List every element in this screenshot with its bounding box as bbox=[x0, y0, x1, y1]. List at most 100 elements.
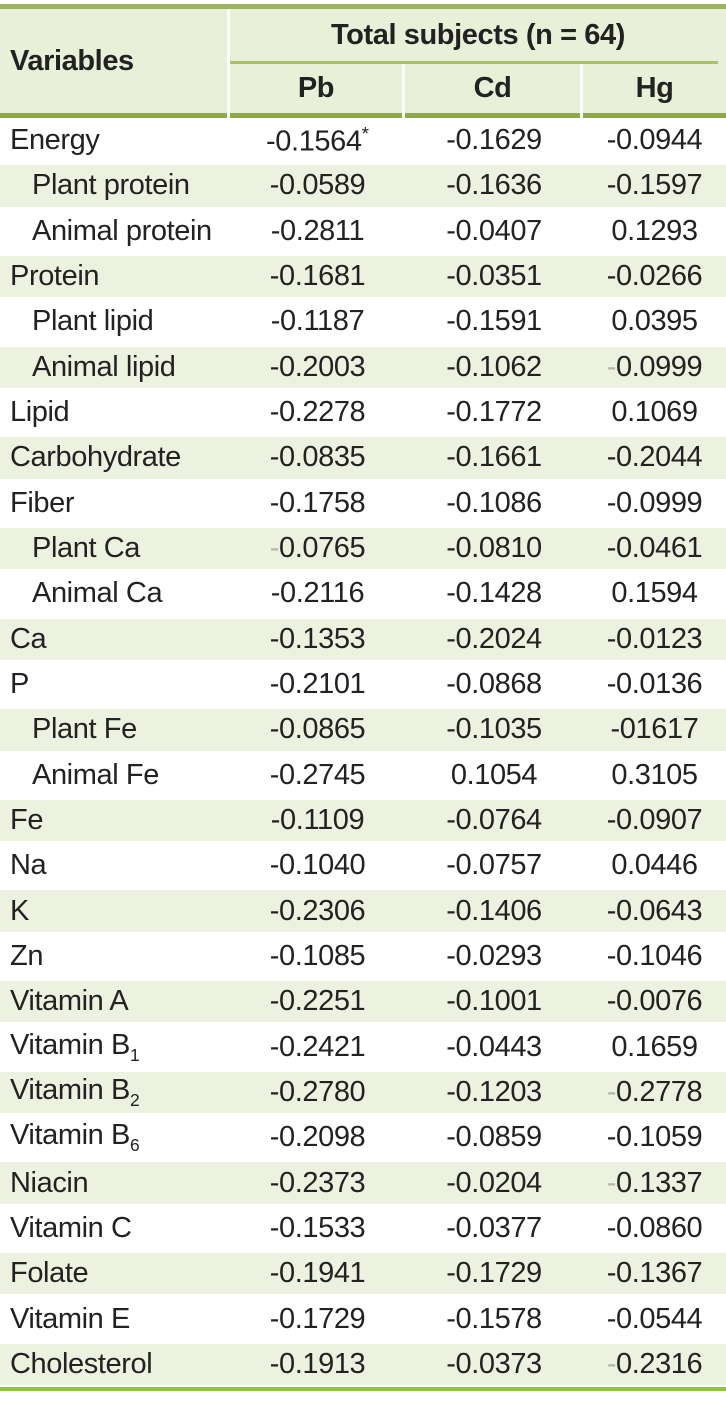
value-cell-cd: -0.1661 bbox=[446, 441, 542, 474]
value-cell-pb: -0.0865 bbox=[269, 713, 366, 746]
value-cell-cd: -0.0810 bbox=[446, 532, 542, 565]
value-cell-cd: -0.1035 bbox=[446, 713, 542, 746]
table-row: Vitamin B6 -0.2098 -0.0859 -0.1059 bbox=[0, 1115, 726, 1161]
table-row: Ca -0.1353 -0.2024 -0.0123 bbox=[0, 616, 726, 662]
group-header-block: Total subjects (n = 64) Pb Cd Hg bbox=[230, 9, 726, 113]
row-label: Zn bbox=[10, 939, 44, 972]
group-header-cell: Total subjects (n = 64) bbox=[230, 9, 726, 61]
row-label: Vitamin A bbox=[10, 985, 129, 1018]
value-cell-pb: -0.2811 bbox=[270, 214, 365, 247]
table-row: Animal protein -0.2811 -0.0407 0.1293 bbox=[0, 208, 726, 254]
value-cell-hg: -0.0999 bbox=[606, 350, 703, 383]
row-label: Protein bbox=[10, 260, 100, 293]
row-label: Plant lipid bbox=[32, 305, 154, 338]
table-row: Zn -0.1085 -0.0293 -0.1046 bbox=[0, 933, 726, 980]
row-label: Vitamin C bbox=[10, 1211, 132, 1244]
table-row: Animal lipid -0.2003 -0.1062 -0.0999 bbox=[0, 344, 726, 390]
value-cell-pb: -0.1353 bbox=[269, 622, 366, 655]
value-cell-cd: -0.1406 bbox=[446, 894, 542, 927]
table-top-rule bbox=[0, 4, 726, 9]
row-label: Plant protein bbox=[32, 169, 190, 202]
value-cell-pb: -0.2003 bbox=[269, 350, 366, 383]
value-cell-cd: -0.0443 bbox=[446, 1030, 542, 1063]
table-row: Vitamin E -0.1729 -0.1578 -0.0544 bbox=[0, 1296, 726, 1342]
value-cell-cd: -0.0204 bbox=[446, 1166, 542, 1199]
table-row: P -0.2101 -0.0868 -0.0136 bbox=[0, 661, 726, 708]
value-cell-hg: -0.0999 bbox=[606, 486, 703, 519]
value-cell-hg: -0.0643 bbox=[606, 894, 703, 927]
faint-minus-sign: - bbox=[269, 532, 280, 565]
value-cell-pb: -0.1729 bbox=[269, 1302, 366, 1335]
variables-header-label: Variables bbox=[10, 44, 134, 77]
table-header: Variables Total subjects (n = 64) Pb Cd … bbox=[0, 9, 726, 113]
row-label: Plant Ca bbox=[32, 532, 141, 565]
value-cell-cd: 0.1054 bbox=[450, 758, 538, 791]
table-row: Plant Ca -0.0765 -0.0810 -0.0461 bbox=[0, 525, 726, 572]
value-cell-hg: -0.1597 bbox=[606, 169, 703, 202]
table-row: Carbohydrate -0.0835 -0.1661 -0.2044 bbox=[0, 435, 726, 481]
value-cell-pb: -0.1758 bbox=[269, 486, 366, 519]
value-cell-hg: -0.0907 bbox=[606, 803, 703, 836]
value-cell-pb: -0.0765 bbox=[269, 532, 366, 565]
row-label: Ca bbox=[10, 622, 47, 655]
value-cell-pb: -0.1533 bbox=[269, 1211, 366, 1244]
row-label: Vitamin B6 bbox=[10, 1119, 140, 1156]
row-label: Plant Fe bbox=[32, 713, 137, 746]
row-label: Na bbox=[10, 849, 47, 882]
value-cell-hg: -0.0123 bbox=[606, 622, 703, 655]
value-cell-pb: -0.2373 bbox=[269, 1166, 366, 1199]
value-cell-pb: -0.1941 bbox=[269, 1257, 366, 1290]
column-header-pb: Pb bbox=[230, 64, 402, 113]
metal-columns-row: Pb Cd Hg bbox=[230, 64, 726, 113]
value-cell-hg: -01617 bbox=[610, 713, 699, 746]
value-cell-cd: -0.1578 bbox=[446, 1302, 542, 1335]
value-cell-hg: -0.1059 bbox=[606, 1121, 703, 1154]
value-cell-cd: -0.1428 bbox=[446, 577, 542, 610]
table-row: Energy -0.1564* -0.1629 -0.0944 bbox=[0, 118, 726, 164]
value-cell-cd: -0.1203 bbox=[446, 1075, 542, 1108]
group-header-underline bbox=[230, 61, 718, 64]
row-label: Folate bbox=[10, 1257, 89, 1290]
value-cell-cd: -0.1001 bbox=[446, 985, 542, 1018]
value-cell-hg: -0.1046 bbox=[606, 939, 703, 972]
row-label: K bbox=[10, 894, 29, 927]
row-label: Animal Fe bbox=[32, 758, 159, 791]
row-label: Fiber bbox=[10, 486, 75, 519]
value-cell-pb: -0.2745 bbox=[269, 758, 366, 791]
value-cell-cd: -0.0373 bbox=[446, 1347, 542, 1380]
variables-header-cell: Variables bbox=[0, 9, 227, 113]
row-label: Vitamin E bbox=[10, 1302, 130, 1335]
table-row: K -0.2306 -0.1406 -0.0643 bbox=[0, 888, 726, 934]
column-header-cd: Cd bbox=[405, 64, 580, 113]
value-cell-hg: -0.0076 bbox=[606, 985, 703, 1018]
row-label: Energy bbox=[10, 124, 100, 157]
faint-minus-sign: - bbox=[606, 1075, 617, 1108]
table-row: Fe -0.1109 -0.0764 -0.0907 bbox=[0, 797, 726, 844]
value-cell-cd: -0.1062 bbox=[446, 350, 542, 383]
value-cell-cd: -0.1629 bbox=[446, 124, 542, 157]
value-cell-hg: 0.1594 bbox=[611, 577, 698, 610]
value-cell-hg: 0.1069 bbox=[611, 396, 698, 429]
table-row: Plant lipid -0.1187 -0.1591 0.0395 bbox=[0, 299, 726, 345]
value-cell-pb: -0.1913 bbox=[269, 1347, 366, 1380]
value-cell-pb: -0.2101 bbox=[269, 668, 366, 700]
value-cell-hg: 0.3105 bbox=[611, 758, 698, 791]
column-header-hg: Hg bbox=[583, 64, 726, 113]
value-cell-pb: -0.1109 bbox=[270, 803, 365, 836]
value-cell-pb: -0.0835 bbox=[269, 441, 366, 474]
value-cell-hg: -0.2316 bbox=[606, 1347, 703, 1380]
value-cell-hg: -0.0461 bbox=[606, 532, 703, 565]
header-column-gap bbox=[227, 9, 230, 113]
table-row: Vitamin B1 -0.2421 -0.0443 0.1659 bbox=[0, 1024, 726, 1070]
value-cell-cd: -0.1086 bbox=[446, 486, 542, 519]
faint-minus-sign: - bbox=[606, 350, 617, 383]
value-cell-pb: -0.2306 bbox=[269, 894, 366, 927]
value-cell-hg: 0.0395 bbox=[611, 305, 698, 338]
group-header-label: Total subjects (n = 64) bbox=[330, 18, 626, 51]
value-cell-pb: -0.1085 bbox=[269, 939, 366, 972]
row-label: Lipid bbox=[10, 396, 70, 429]
value-cell-cd: -0.0293 bbox=[446, 939, 542, 972]
table-body: Energy -0.1564* -0.1629 -0.0944 Plant protei… bbox=[0, 118, 726, 1387]
table-row: Na -0.1040 -0.0757 0.0446 bbox=[0, 843, 726, 889]
